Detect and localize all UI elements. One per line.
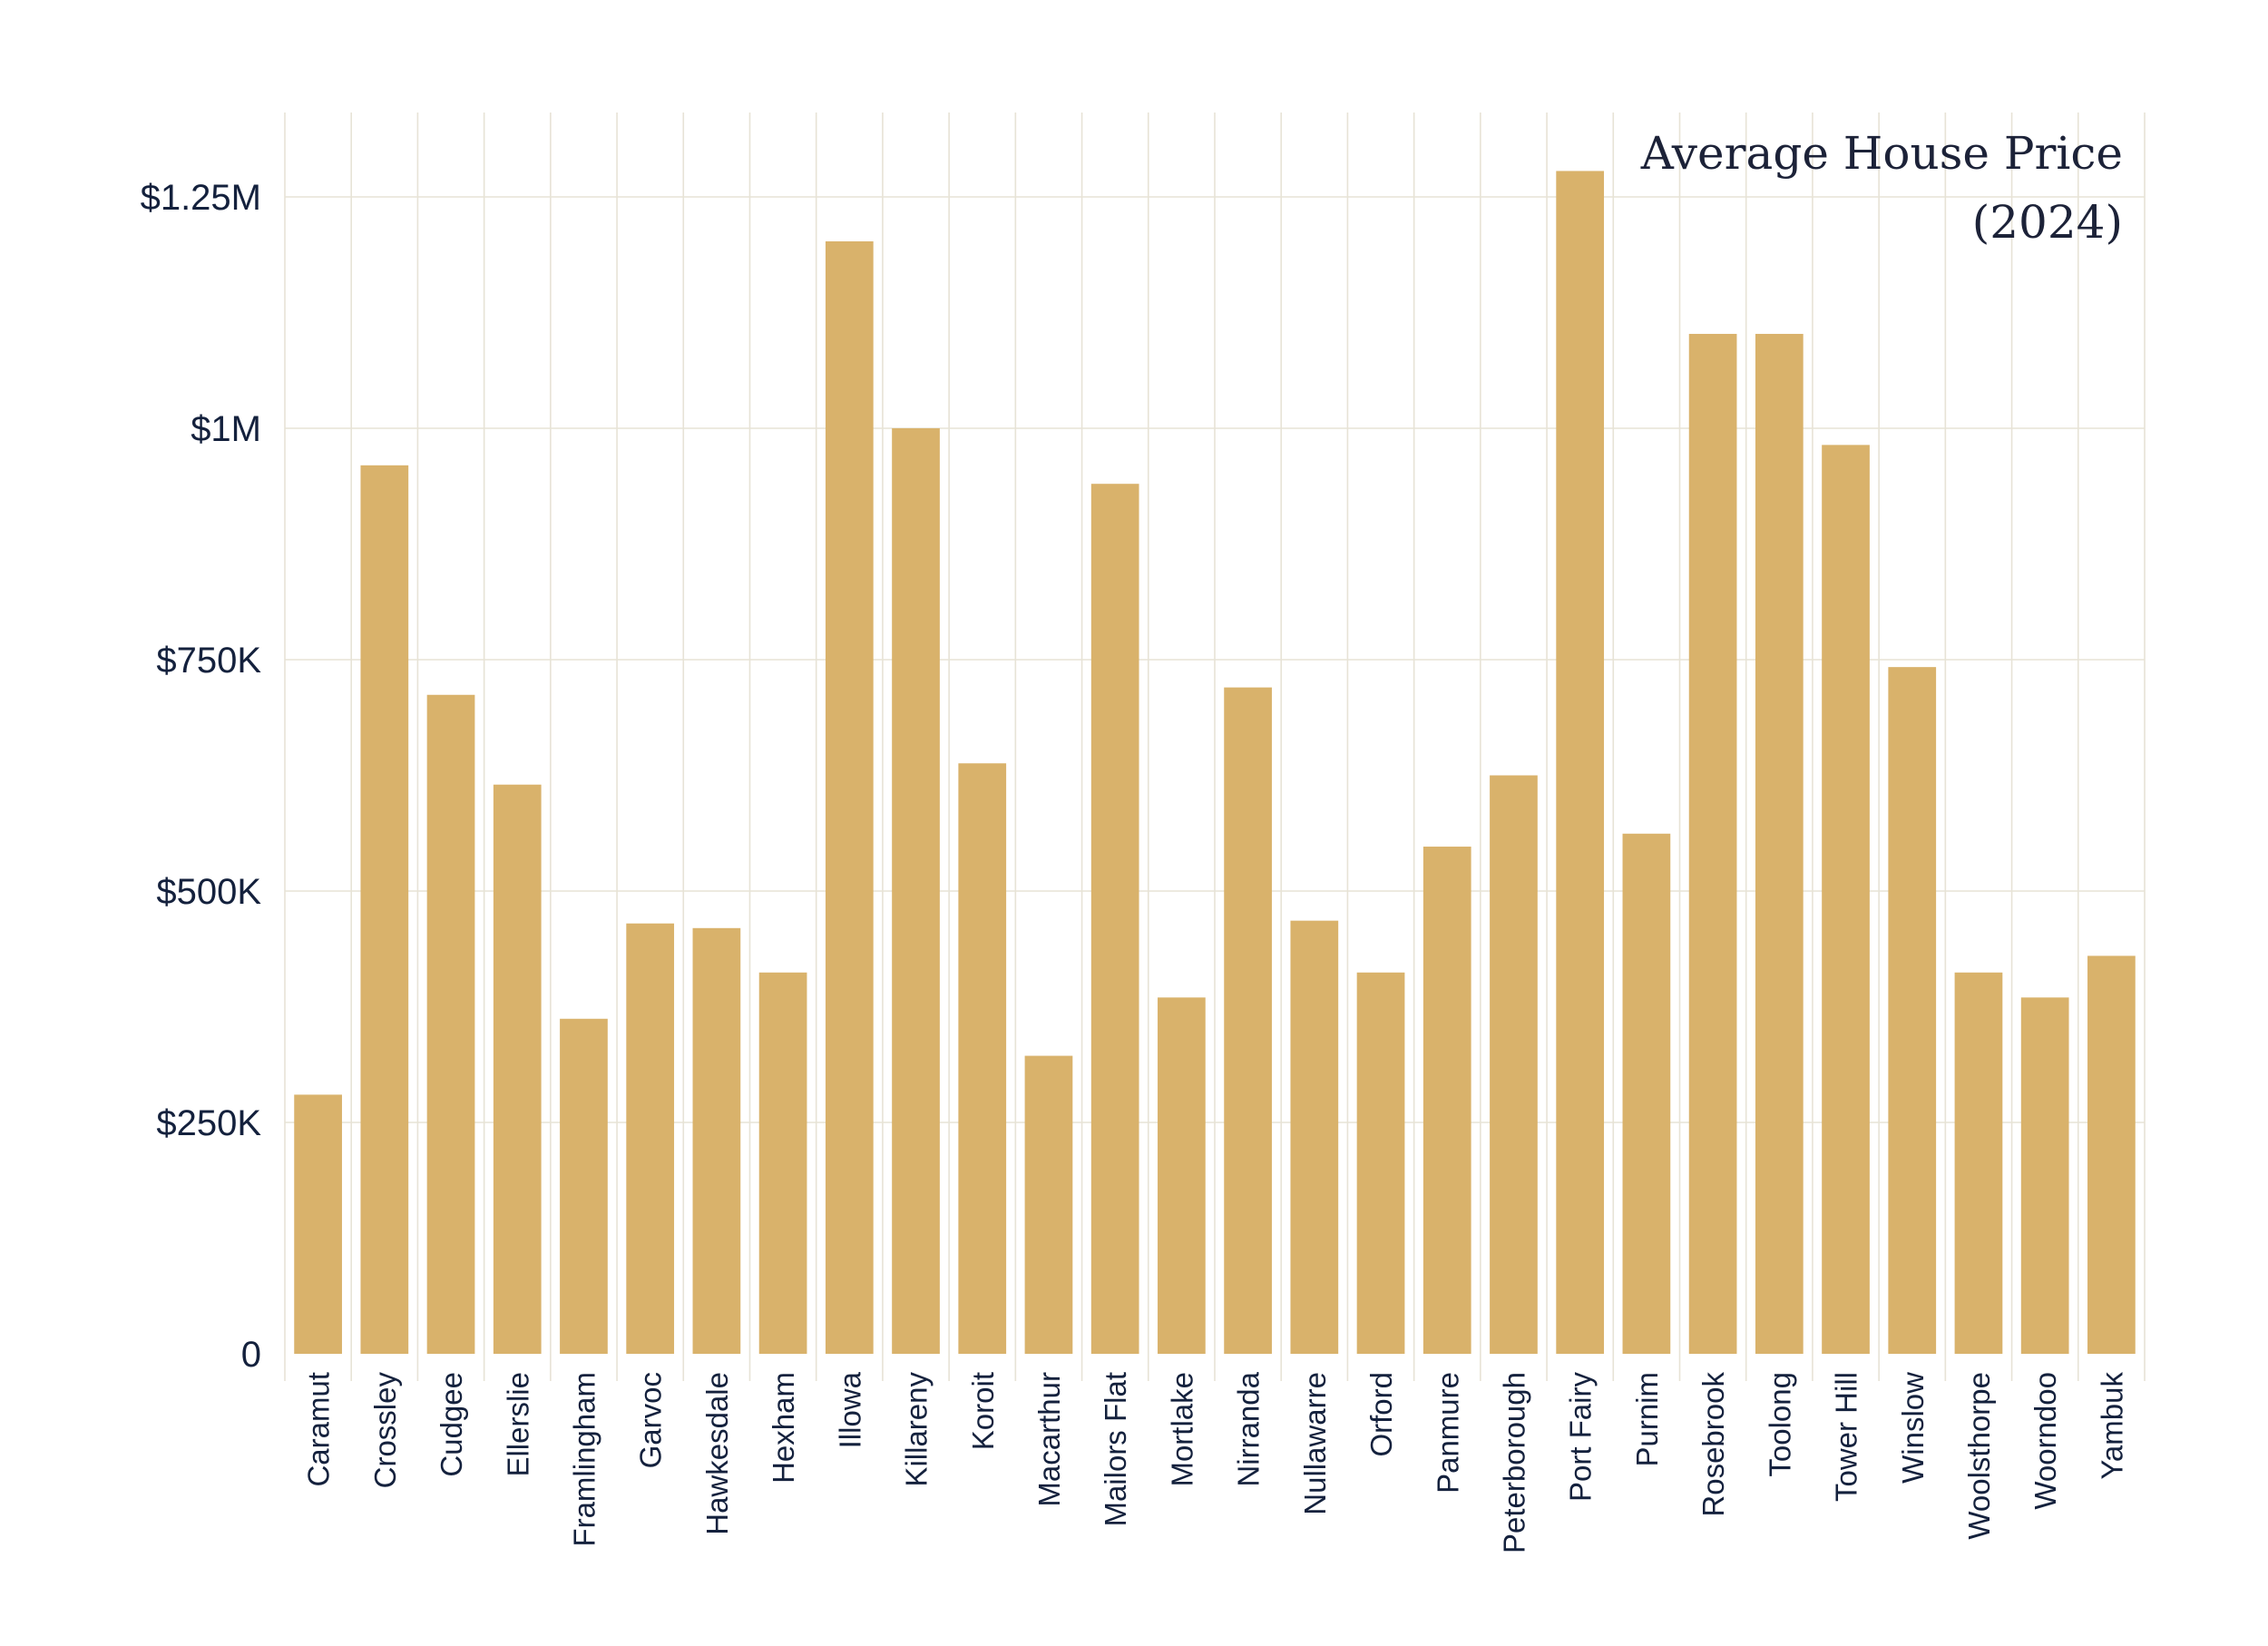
x-tick-label: Purnim bbox=[1630, 1372, 1664, 1467]
bar-hawkesdale bbox=[692, 927, 741, 1354]
bar-port-fairy bbox=[1556, 171, 1605, 1355]
bar-winslow bbox=[1888, 667, 1937, 1354]
x-tick-label: Tower Hill bbox=[1830, 1372, 1863, 1502]
x-tick-label: Mortlake bbox=[1165, 1372, 1198, 1487]
x-tick-label: Panmure bbox=[1431, 1372, 1464, 1494]
x-axis-category-labels: Caramut Crossley Cudgee Ellerslie Framlingha… bbox=[302, 1371, 2129, 1553]
y-tick-label: $250K bbox=[156, 1103, 261, 1143]
bar-illowa bbox=[825, 240, 874, 1355]
x-tick-label: Koroit bbox=[966, 1372, 1000, 1450]
bar-purnim bbox=[1622, 833, 1671, 1354]
x-tick-label: Garvoc bbox=[634, 1372, 668, 1468]
x-tick-label: Mailors Flat bbox=[1099, 1372, 1132, 1527]
bar-killareny bbox=[892, 428, 940, 1354]
bar-woorndoo bbox=[2020, 997, 2069, 1354]
x-tick-label: Killareny bbox=[900, 1372, 934, 1487]
x-tick-label: Ellerslie bbox=[501, 1372, 534, 1477]
x-tick-label: Yambuk bbox=[2095, 1372, 2128, 1480]
x-tick-label: Orford bbox=[1364, 1372, 1398, 1457]
x-tick-label: Nullawarre bbox=[1298, 1372, 1332, 1515]
bar-cudgee bbox=[426, 694, 475, 1354]
bar-orford bbox=[1356, 972, 1405, 1354]
x-tick-label: Toolong bbox=[1763, 1372, 1796, 1477]
x-tick-label: Hexham bbox=[767, 1372, 800, 1484]
y-tick-label: $500K bbox=[156, 872, 261, 912]
x-tick-label: Rosebrook bbox=[1696, 1372, 1730, 1517]
x-tick-label: Woorndoo bbox=[2028, 1372, 2062, 1510]
bar-nullawarre bbox=[1290, 920, 1339, 1354]
x-tick-label: Caramut bbox=[302, 1372, 336, 1487]
x-tick-label: Framlingham bbox=[567, 1372, 601, 1547]
x-tick-label: Crossley bbox=[368, 1372, 402, 1489]
bar-peterborough bbox=[1490, 775, 1538, 1354]
y-tick-label: $1.25M bbox=[141, 178, 261, 218]
bar-tower-hill bbox=[1822, 445, 1870, 1354]
bar-framlingham bbox=[560, 1018, 608, 1354]
bar-ellerslie bbox=[493, 784, 542, 1354]
x-tick-label: Winslow bbox=[1896, 1372, 1930, 1484]
y-tick-label: $750K bbox=[156, 641, 261, 681]
y-tick-label: 0 bbox=[241, 1335, 261, 1375]
chart-title: Average House Price bbox=[1640, 127, 2123, 180]
bar-yambuk bbox=[2087, 955, 2136, 1354]
bar-rosebrook bbox=[1688, 333, 1737, 1355]
bar-panmure bbox=[1422, 847, 1471, 1354]
bar-hexham bbox=[758, 972, 807, 1354]
bar-mailors-flat bbox=[1090, 484, 1139, 1354]
bar-caramut bbox=[294, 1094, 342, 1354]
bar-garvoc bbox=[626, 923, 675, 1354]
chart-subtitle: (2024) bbox=[1972, 196, 2123, 249]
x-tick-label: Peterborough bbox=[1497, 1372, 1530, 1553]
x-tick-label: Cudgee bbox=[435, 1372, 468, 1477]
x-tick-label: Hawkesdale bbox=[700, 1372, 734, 1535]
bar-mortlake bbox=[1158, 997, 1206, 1354]
x-tick-label: Woolsthorpe bbox=[1962, 1372, 1996, 1540]
bar-macarthur bbox=[1024, 1055, 1073, 1354]
bar-woolsthorpe bbox=[1954, 972, 2003, 1354]
x-tick-label: Port Fairy bbox=[1564, 1372, 1598, 1503]
y-tick-label: $1M bbox=[191, 409, 261, 449]
bar-nirranda bbox=[1224, 687, 1272, 1354]
bar-crossley bbox=[360, 465, 409, 1354]
x-tick-label: Illowa bbox=[833, 1371, 866, 1448]
vertical-gridlines bbox=[284, 113, 2146, 1381]
x-tick-label: Macarthur bbox=[1032, 1372, 1066, 1507]
bar-koroit bbox=[958, 763, 1007, 1354]
x-tick-label: Nirranda bbox=[1232, 1371, 1266, 1486]
bar-toolong bbox=[1755, 333, 1804, 1355]
y-axis-tick-labels: 0 $250K $500K $750K $1M $1.25M bbox=[141, 178, 262, 1375]
bars bbox=[294, 171, 2136, 1355]
